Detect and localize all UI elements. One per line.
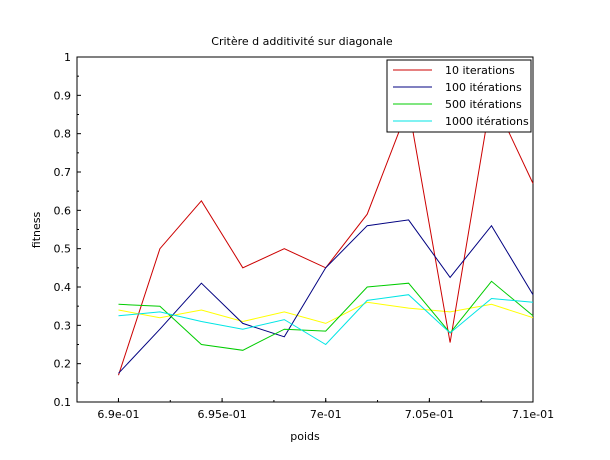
y-tick-label: 0.3 — [54, 319, 72, 332]
x-tick-label: 7.05e-01 — [405, 408, 454, 421]
y-tick-label: 0.2 — [54, 358, 72, 371]
x-tick-label: 7e-01 — [310, 408, 342, 421]
series-line-4 — [118, 301, 534, 324]
x-axis-label: poids — [290, 430, 320, 443]
y-tick-label: 0.1 — [54, 396, 72, 409]
y-tick-label: 0.9 — [54, 89, 72, 102]
series-line-3 — [118, 294, 534, 346]
legend-box — [386, 59, 532, 133]
x-tick-label: 6.95e-01 — [197, 408, 246, 421]
y-tick-label: 0.4 — [54, 281, 72, 294]
legend-label: 500 itérations — [445, 98, 522, 111]
plot-area: 0.1 0.2 0.3 0.4 0.5 0.6 0.7 0.8 0.9 1 6.9e-01 6.95e… — [54, 51, 555, 421]
legend-label: 10 iterations — [445, 64, 515, 77]
y-tick-label: 0.8 — [54, 128, 72, 141]
legend-label: 100 itérations — [445, 81, 522, 94]
y-tick-label: 0.6 — [54, 204, 72, 217]
chart-title: Critère d additivité sur diagonale — [211, 35, 393, 48]
x-tick-label: 6.9e-01 — [97, 408, 139, 421]
series-line-2 — [118, 280, 534, 351]
series-line-0 — [118, 93, 534, 376]
series-line-1 — [118, 219, 534, 374]
x-tick-label: 7.1e-01 — [512, 408, 554, 421]
y-axis-label: fitness — [30, 212, 43, 249]
y-tick-label: 0.7 — [54, 166, 72, 179]
y-tick-label: 0.5 — [54, 243, 72, 256]
legend-label: 1000 itérations — [445, 115, 529, 128]
legend: 10 iterations 100 itérations 500 itération… — [386, 59, 532, 133]
y-tick-label: 1 — [64, 51, 71, 64]
